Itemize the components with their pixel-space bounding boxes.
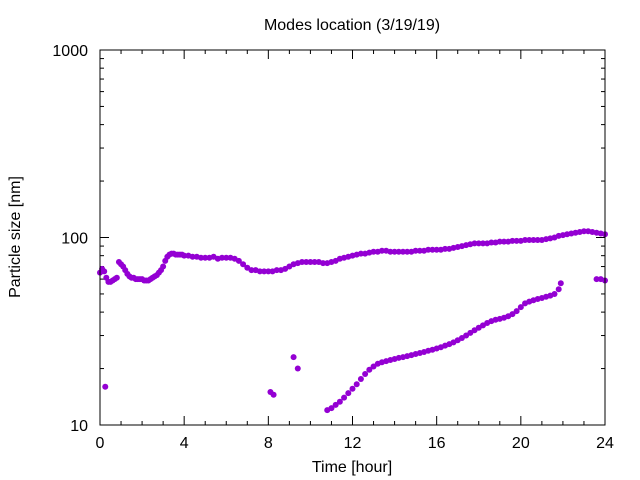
x-tick-label: 16 [428, 435, 446, 452]
data-point [387, 248, 394, 255]
data-point [160, 263, 167, 270]
data-point [526, 236, 533, 243]
data-point [353, 381, 360, 388]
data-point [303, 259, 310, 266]
data-point [513, 237, 520, 244]
data-point [551, 290, 558, 297]
data-point [290, 354, 297, 361]
data-point [265, 268, 272, 275]
plot-frame [99, 49, 606, 426]
x-tick-label: 4 [180, 435, 189, 452]
data-point [113, 274, 120, 281]
data-point [248, 267, 255, 274]
data-point [189, 253, 196, 260]
data-point [311, 259, 318, 266]
data-point [496, 238, 503, 245]
data-point [429, 246, 436, 253]
data-point [320, 260, 327, 267]
x-tick-label: 20 [512, 435, 530, 452]
data-point [513, 308, 520, 315]
data-point [202, 254, 209, 261]
data-point [475, 240, 482, 247]
data-point [181, 252, 188, 259]
data-point [517, 304, 524, 311]
data-point [294, 365, 301, 372]
data-point [273, 267, 280, 274]
data-point [530, 236, 537, 243]
data-point [534, 236, 541, 243]
data-point [366, 366, 373, 373]
data-point [307, 259, 314, 266]
y-axis-label: Particle size [nm] [7, 176, 24, 298]
data-point [425, 246, 432, 253]
data-point [593, 276, 600, 283]
data-point [101, 268, 108, 275]
data-point [299, 259, 305, 266]
y-tick-label: 10 [70, 418, 88, 435]
data-point [345, 390, 352, 397]
y-tick-label: 100 [61, 231, 88, 248]
data-point [433, 246, 440, 253]
data-point [488, 239, 495, 246]
data-point [412, 247, 419, 254]
data-point [332, 401, 339, 408]
data-point [349, 385, 356, 392]
data-point [336, 398, 343, 405]
data-point [357, 250, 364, 257]
data-point [198, 254, 204, 261]
data-point [391, 248, 398, 255]
data-point [522, 236, 529, 243]
data-point [357, 375, 364, 382]
data-point [270, 391, 277, 398]
data-point [404, 248, 411, 255]
x-tick-label: 12 [344, 435, 362, 452]
data-point [235, 257, 242, 264]
data-point [471, 240, 478, 247]
data-point [479, 240, 486, 247]
chart-title: Modes location (3/19/19) [264, 17, 440, 34]
x-tick-label: 8 [264, 435, 273, 452]
data-point [442, 245, 449, 252]
data-point [328, 405, 335, 412]
data-point [416, 247, 423, 254]
data-points [97, 228, 608, 414]
x-axis-label: Time [hour] [312, 459, 392, 476]
data-point [501, 238, 507, 245]
x-tick-label: 24 [596, 435, 614, 452]
data-point [509, 311, 516, 318]
data-point [509, 237, 516, 244]
data-point [580, 228, 587, 235]
axis-ticks: 0 4 8 12 16 20 24 10 100 1000 [52, 43, 614, 452]
data-point [223, 254, 230, 261]
data-point [400, 248, 406, 255]
data-point [378, 247, 385, 254]
data-point [555, 286, 562, 293]
x-tick-label: 0 [96, 435, 105, 452]
data-point [240, 261, 247, 268]
data-point [102, 383, 109, 390]
y-tick-label: 1000 [52, 43, 88, 60]
data-point [341, 394, 348, 401]
data-point [362, 371, 369, 378]
data-point [256, 268, 263, 275]
data-point [395, 248, 402, 255]
data-point [261, 268, 268, 275]
data-point [557, 280, 564, 287]
data-point [370, 248, 377, 255]
data-point [219, 254, 226, 261]
